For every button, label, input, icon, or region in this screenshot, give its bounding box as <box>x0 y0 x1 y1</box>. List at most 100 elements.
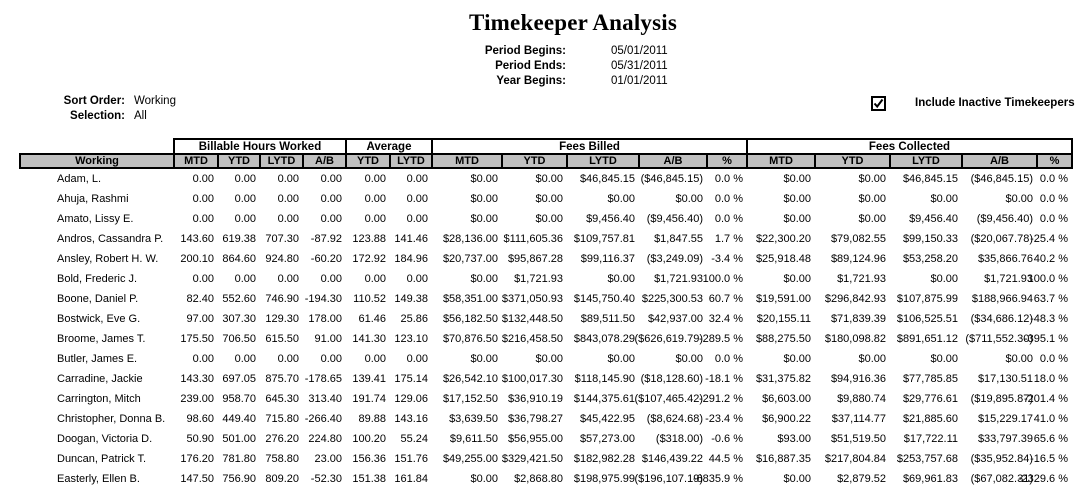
cell-10-a-b: ($8,624.68) <box>639 409 707 429</box>
cell-value: $71,839.39 <box>830 313 886 325</box>
cell-value: $0.00 <box>858 353 886 365</box>
sort-order-label: Sort Order: <box>63 95 125 107</box>
include-inactive-checkbox[interactable] <box>871 96 886 111</box>
cell-3-lytd: 0.00 <box>260 168 303 189</box>
cell-16-: -25.4 % <box>1030 229 1072 249</box>
cell-value: 61.46 <box>358 313 386 325</box>
cell-value: $0.00 <box>607 193 635 205</box>
cell-value: 89.88 <box>358 413 386 425</box>
cell-6-lytd: 161.84 <box>390 469 432 489</box>
timekeeper-name: Bold, Frederic J. <box>57 273 138 285</box>
cell-4-a-b: -60.20 <box>303 249 346 269</box>
column-header-5-ytd: YTD <box>345 153 391 169</box>
cell-value: 139.41 <box>352 373 386 385</box>
cell-value: 175.50 <box>180 333 214 345</box>
cell-7-mtd: $0.00 <box>432 189 502 209</box>
cell-6-lytd: 151.76 <box>390 449 432 469</box>
cell-6-lytd: 0.00 <box>390 269 432 289</box>
cell-value: 123.10 <box>394 333 428 345</box>
cell-9-lytd: $145,750.40 <box>567 289 639 309</box>
cell-value: $0.00 <box>783 193 811 205</box>
table-row: Ahuja, Rashmi 0.00 0.00 0.00 0.00 0.00 0.00 $0.… <box>20 189 1072 209</box>
page-title: Timekeeper Analysis <box>468 10 678 35</box>
cell-value: $0.00 <box>930 273 958 285</box>
cell-value: ($3,249.09) <box>646 253 703 265</box>
cell-13-ytd: $217,804.84 <box>815 449 890 469</box>
cell-value: $17,722.11 <box>903 433 958 445</box>
cell-value: $107,875.99 <box>896 293 958 305</box>
cell-3-lytd: 276.20 <box>260 429 303 449</box>
column-header-15-a-b: A/B <box>961 153 1038 169</box>
cell-15-a-b: $0.00 <box>962 349 1037 369</box>
cell-7-mtd: $17,152.50 <box>432 389 502 409</box>
cell-value: 697.05 <box>222 373 256 385</box>
cell-value: $9,611.50 <box>449 433 498 445</box>
cell-value: 0.00 <box>192 353 214 365</box>
column-header-11-: % <box>706 153 748 169</box>
cell-2-ytd: 0.00 <box>218 209 260 229</box>
cell-6-lytd: 0.00 <box>390 349 432 369</box>
cell-value: $21,885.60 <box>902 413 958 425</box>
cell-13-ytd: $180,098.82 <box>815 329 890 349</box>
cell-value: -395.1 % <box>1023 333 1068 345</box>
cell-value: 143.16 <box>394 413 428 425</box>
cell-16-: -16.5 % <box>1030 449 1072 469</box>
cell-14-lytd: $17,722.11 <box>890 429 962 449</box>
cell-value: 55.24 <box>400 433 428 445</box>
cell-3-lytd: 746.90 <box>260 289 303 309</box>
cell-6-lytd: 123.10 <box>390 329 432 349</box>
table-row: Carradine, Jackie 143.30 697.05 875.70 -178.… <box>20 369 1072 389</box>
cell-value: $31,375.82 <box>755 373 811 385</box>
cell-5-ytd: 156.36 <box>346 449 390 469</box>
cell-value: 65.6 % <box>1033 433 1068 445</box>
cell-value: 161.84 <box>394 473 428 485</box>
cell-4-a-b: -52.30 <box>303 469 346 489</box>
cell-value: ($9,456.40) <box>976 213 1033 225</box>
cell-value: 0.00 <box>320 353 342 365</box>
cell-value: $0.00 <box>930 193 958 205</box>
cell-value: 0.00 <box>234 173 256 185</box>
cell-5-ytd: 0.00 <box>346 189 390 209</box>
cell-14-lytd: $29,776.61 <box>890 389 962 409</box>
checkmark-icon <box>873 98 884 109</box>
table-row: Broome, James T. 175.50 706.50 615.50 91.00 1… <box>20 329 1072 349</box>
cell-5-ytd: 0.00 <box>346 168 390 189</box>
table-row: Easterly, Ellen B. 147.50 756.90 809.20 -52.… <box>20 469 1072 489</box>
cell-10-a-b: $0.00 <box>639 349 707 369</box>
cell-value: $0.00 <box>675 193 703 205</box>
cell-10-a-b: ($318.00) <box>639 429 707 449</box>
cell-4-a-b: 224.80 <box>303 429 346 449</box>
cell-12-mtd: $0.00 <box>747 168 815 189</box>
cell-value: $132,448.50 <box>501 313 563 325</box>
cell-6-lytd: 0.00 <box>390 209 432 229</box>
column-header-14-lytd: LYTD <box>889 153 963 169</box>
cell-value: $46,845.15 <box>579 173 635 185</box>
cell-value: $253,757.68 <box>896 453 958 465</box>
cell-16-: 0.0 % <box>1037 168 1072 189</box>
cell-1-mtd: 0.00 <box>174 349 218 369</box>
cell-value: 178.00 <box>308 313 342 325</box>
cell-value: 239.00 <box>180 393 214 405</box>
cell-10-a-b: ($626,619.79) <box>635 329 707 349</box>
cell-16-: 0.0 % <box>1037 189 1072 209</box>
cell-16-: -48.3 % <box>1030 309 1072 329</box>
cell-value: 0.00 <box>277 193 299 205</box>
cell-15-a-b: $33,797.39 <box>962 429 1037 449</box>
cell-value: ($35,952.84) <box>970 453 1033 465</box>
cell-4-a-b: -178.65 <box>303 369 346 389</box>
cell-value: $891,651.12 <box>896 333 958 345</box>
column-header-8-ytd: YTD <box>501 153 568 169</box>
cell-value: $0.00 <box>535 213 563 225</box>
cell-8-ytd: $371,050.93 <box>502 289 567 309</box>
cell-value: $57,273.00 <box>579 433 635 445</box>
cell-8-ytd: $0.00 <box>502 168 567 189</box>
cell-value: $58,351.00 <box>442 293 498 305</box>
cell-16-: 63.7 % <box>1034 289 1072 309</box>
cell-9-lytd: $99,116.37 <box>567 249 639 269</box>
column-header-12-mtd: MTD <box>746 153 816 169</box>
param-label: Period Begins: <box>484 45 566 57</box>
selection-row: Selection: All <box>0 109 176 124</box>
cell-5-ytd: 123.88 <box>346 229 390 249</box>
cell-value: ($626,619.79) <box>634 333 704 345</box>
report-criteria: Sort Order: Working Selection: All <box>0 94 176 124</box>
